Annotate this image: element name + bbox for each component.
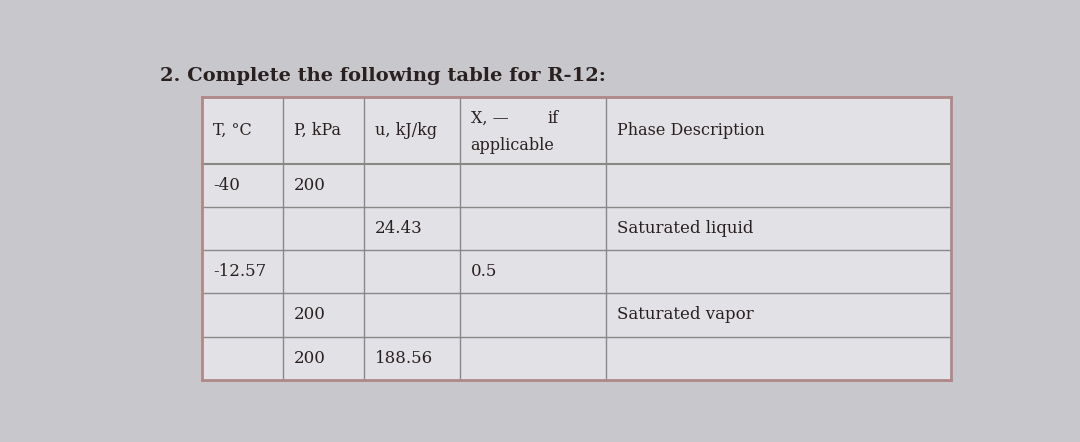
Text: X, —: X, —: [471, 110, 509, 127]
Text: 200: 200: [294, 350, 326, 367]
Text: 188.56: 188.56: [375, 350, 433, 367]
Text: Saturated vapor: Saturated vapor: [617, 306, 754, 324]
Text: if: if: [548, 110, 558, 127]
Text: 200: 200: [294, 177, 326, 194]
Text: T, °C: T, °C: [213, 122, 252, 139]
Text: u, kJ/kg: u, kJ/kg: [375, 122, 436, 139]
Text: 200: 200: [294, 306, 326, 324]
Text: 0.5: 0.5: [471, 263, 497, 280]
Text: -40: -40: [213, 177, 240, 194]
Text: P, kPa: P, kPa: [294, 122, 341, 139]
Text: applicable: applicable: [471, 137, 554, 153]
Text: Phase Description: Phase Description: [617, 122, 765, 139]
Text: 2. Complete the following table for R-12:: 2. Complete the following table for R-12…: [160, 67, 606, 85]
Text: Saturated liquid: Saturated liquid: [617, 220, 753, 237]
Text: 24.43: 24.43: [375, 220, 422, 237]
Text: -12.57: -12.57: [213, 263, 266, 280]
